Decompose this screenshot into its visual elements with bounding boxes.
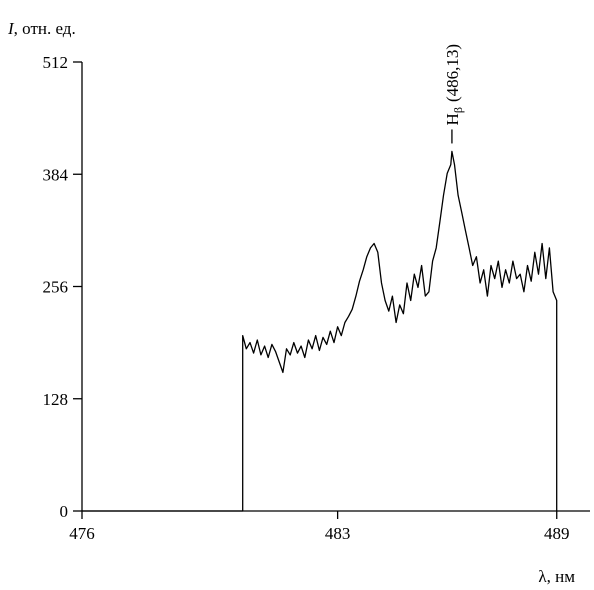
y-tick-label: 128 (43, 390, 69, 409)
annotation-subscript: β (451, 107, 465, 113)
annotation-symbol: H (443, 113, 462, 125)
spectrum-line (82, 150, 558, 512)
x-axis-label: λ, нм (538, 567, 575, 586)
y-tick-label: 256 (43, 278, 69, 297)
x-tick-label: 483 (325, 524, 351, 543)
x-tick-label: 476 (69, 524, 95, 543)
annotation-label: (486,13) (443, 44, 462, 102)
y-tick-label: 384 (43, 165, 69, 184)
y-tick-label: 512 (43, 53, 69, 72)
y-label-symbol: I (7, 19, 15, 38)
annotation: Hβ (486,13) (443, 44, 465, 125)
y-tick-label: 0 (60, 502, 69, 521)
y-label-unit: , отн. ед. (14, 19, 76, 38)
y-axis-label: I, отн. ед. (7, 19, 76, 38)
x-tick-label: 489 (544, 524, 570, 543)
